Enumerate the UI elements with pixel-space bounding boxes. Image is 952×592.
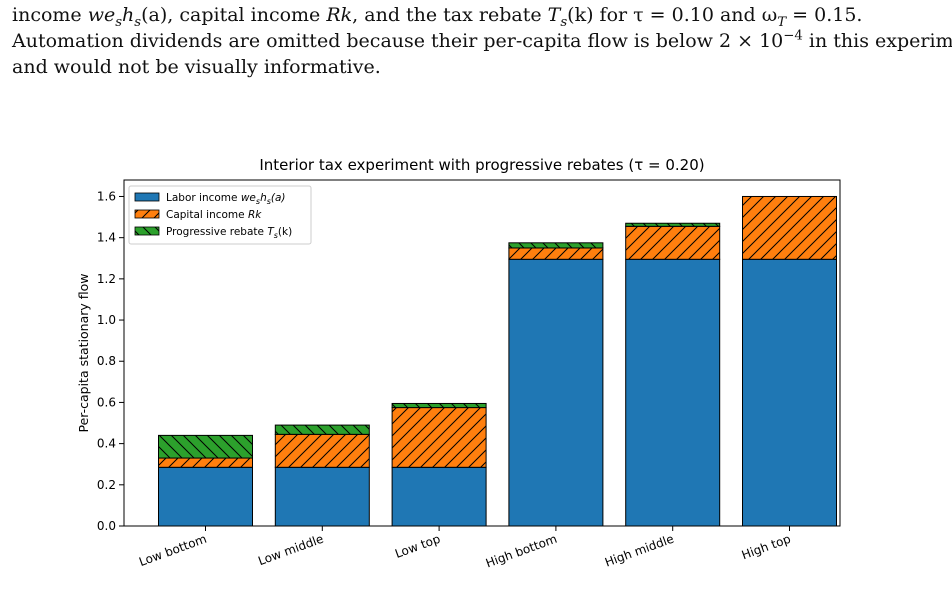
bar-rebate-low-bottom bbox=[158, 434, 253, 459]
chart-title: Interior tax experiment with progressive… bbox=[259, 156, 705, 174]
x-tick-label: Low top bbox=[393, 532, 442, 561]
legend-swatch-rebate bbox=[134, 226, 160, 236]
bar-rebate-high-bottom bbox=[508, 242, 604, 249]
y-tick-label: 0.2 bbox=[97, 478, 116, 492]
y-tick-label: 0.4 bbox=[97, 437, 116, 451]
bar-rebate-high-middle bbox=[625, 222, 721, 227]
legend: Labor income weshs(a) Capital income Rk … bbox=[128, 185, 312, 245]
caption-line-1: income weshs(a), capital income Rk, and … bbox=[12, 4, 863, 30]
bar-rebate-low-middle bbox=[274, 424, 370, 435]
bar-capital-high-middle bbox=[625, 225, 721, 260]
bar-rebate-low-top bbox=[391, 402, 487, 409]
bar-labor-low-bottom bbox=[158, 466, 253, 527]
legend-label-rebate: Progressive rebate Ts(k) bbox=[166, 226, 292, 240]
bar-capital-low-middle bbox=[274, 433, 370, 468]
bar-capital-low-bottom bbox=[158, 457, 253, 468]
y-axis: 0.0 0.2 0.4 0.6 0.8 1.0 1.2 1.4 1.6 bbox=[97, 189, 124, 533]
bar-labor-high-top bbox=[742, 258, 837, 527]
y-tick-label: 0.0 bbox=[97, 519, 116, 533]
x-tick-label: High top bbox=[740, 532, 793, 563]
y-tick-label: 0.6 bbox=[97, 395, 116, 409]
caption-line-2: Automation dividends are omitted because… bbox=[12, 28, 952, 52]
legend-swatch-labor bbox=[134, 192, 160, 202]
y-tick-label: 1.6 bbox=[97, 189, 116, 203]
x-axis: Low bottom Low middle Low top High bottom Hi… bbox=[137, 526, 793, 571]
legend-frame bbox=[128, 185, 312, 245]
legend-swatch-capital bbox=[134, 209, 160, 219]
y-tick-label: 1.0 bbox=[97, 313, 116, 327]
caption-line-3: and would not be visually informative. bbox=[12, 56, 381, 78]
x-tick-label: High bottom bbox=[484, 532, 559, 571]
y-tick-label: 1.4 bbox=[97, 231, 116, 245]
legend-label-capital: Capital income Rk bbox=[166, 209, 262, 221]
y-axis-label: Per-capita stationary flow bbox=[76, 273, 91, 432]
bar-capital-low-top bbox=[391, 407, 487, 468]
figure-caption: income weshs(a), capital income Rk, and … bbox=[12, 2, 952, 80]
legend-label-labor: Labor income weshs(a) bbox=[166, 192, 286, 206]
bar-capital-high-top bbox=[742, 195, 837, 260]
bar-capital-high-bottom bbox=[508, 247, 604, 260]
bars-group bbox=[158, 195, 837, 527]
bar-labor-high-bottom bbox=[508, 258, 604, 527]
bar-labor-high-middle bbox=[625, 258, 721, 527]
x-tick-label: Low bottom bbox=[137, 532, 208, 569]
x-tick-label: High middle bbox=[603, 532, 676, 570]
y-tick-label: 0.8 bbox=[97, 354, 116, 368]
axes-frame bbox=[123, 179, 841, 527]
y-tick-label: 1.2 bbox=[97, 272, 116, 286]
bar-labor-low-top bbox=[391, 466, 487, 527]
bar-labor-low-middle bbox=[274, 466, 370, 527]
x-tick-label: Low middle bbox=[256, 532, 325, 569]
